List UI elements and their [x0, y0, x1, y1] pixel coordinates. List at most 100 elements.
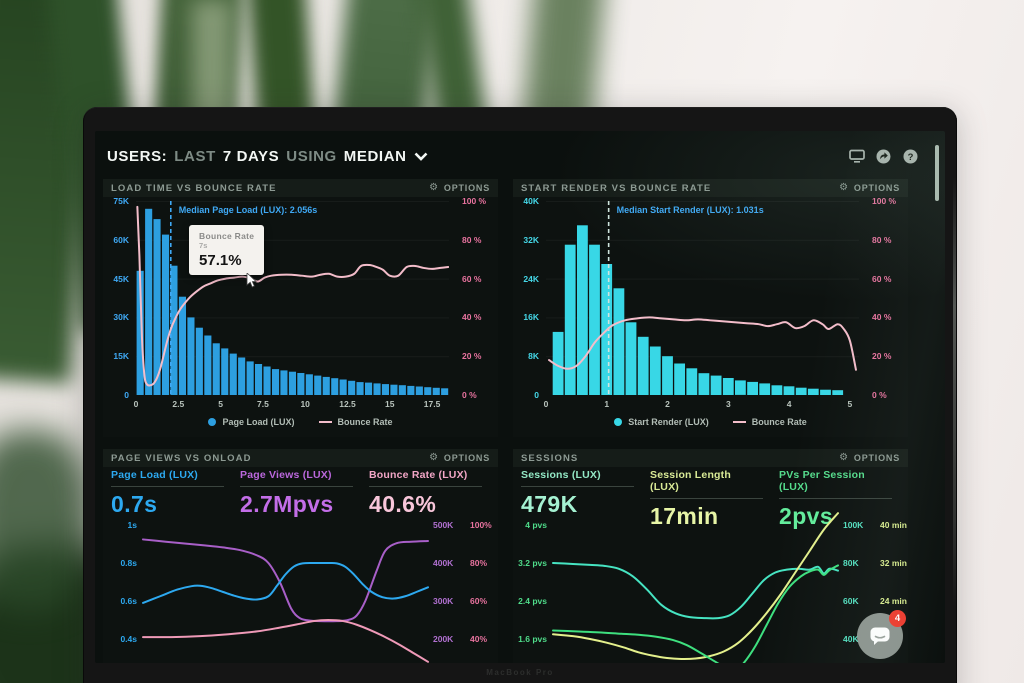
options-button[interactable]: ⚙ OPTIONS — [429, 183, 490, 194]
y-axis-label: 2.4 pvs — [518, 596, 547, 606]
y-axis-label: 1s — [127, 520, 137, 530]
laptop: USERS: LAST 7 DAYS USING MEDIAN — [83, 107, 957, 683]
plot-area[interactable] — [546, 201, 859, 395]
chevron-down-icon — [414, 152, 427, 161]
y-axis-label: 30K — [113, 312, 129, 323]
users-range-dropdown[interactable]: USERS: LAST 7 DAYS USING MEDIAN — [107, 148, 428, 165]
plot-area[interactable] — [552, 512, 839, 663]
legend: Page Load (LUX) Bounce Rate — [103, 417, 498, 427]
y-axis-left: 75K 60K 45K 30K 15K 0 — [103, 196, 133, 437]
panel-header: START RENDER VS BOUNCE RATE ⚙ OPTIONS — [513, 179, 908, 197]
y-axis-label: 80% — [470, 558, 488, 568]
y-axis-label: 15K — [113, 351, 129, 362]
y-axis-label: 40K — [843, 634, 859, 644]
legend-item: Bounce Rate — [732, 417, 807, 427]
metric: Bounce Rate (LUX) 40.6% — [369, 469, 498, 518]
y-axis-label: 40K — [523, 196, 539, 206]
y-axis-label: 24K — [523, 273, 539, 284]
y-axis-right: 100 % 80 % 60 % 40 % 20 % 0 % — [864, 196, 908, 437]
y-axis-left: 1s 0.8s 0.6s 0.4s — [103, 519, 141, 663]
options-label: OPTIONS — [443, 183, 490, 193]
chat-widget-button[interactable]: 4 — [857, 610, 906, 659]
y-axis-label: 80 % — [462, 234, 482, 245]
y-axis-label: 200K — [433, 634, 454, 644]
gear-icon: ⚙ — [429, 452, 439, 463]
median-annotation: Median Start Render (LUX): 1.031s — [616, 205, 764, 215]
y-axis-label: 100% — [470, 520, 492, 530]
legend-label: Bounce Rate — [751, 417, 807, 427]
metric-label: Page Views (LUX) — [240, 469, 332, 481]
x-tick-label: 3 — [725, 399, 731, 409]
x-axis: 0 1 2 3 4 5 — [513, 399, 908, 411]
metric-label: PVs Per Session (LUX) — [779, 469, 865, 493]
start-render-chart[interactable]: 40K 32K 24K 16K 8K 0 100 % 80 % 60 % 40 % 20 % 0 % 0… — [513, 196, 908, 437]
metric-underline — [650, 498, 763, 499]
metric: Page Load (LUX) 0.7s — [111, 469, 240, 518]
y-axis-label: 300K — [433, 596, 454, 606]
y-axis-left: 4 pvs 3.2 pvs 2.4 pvs 1.6 pvs — [513, 519, 551, 663]
load-time-chart[interactable]: 75K 60K 45K 30K 15K 0 100 % 80 % 60 % 40 % 20 % 0 %… — [103, 196, 498, 437]
panel-title: LOAD TIME VS BOUNCE RATE — [111, 182, 277, 194]
legend-item: Start Render (LUX) — [614, 417, 709, 427]
x-tick-label: 12.5 — [339, 399, 356, 409]
y-axis-label: 100K — [843, 520, 864, 530]
options-button[interactable]: ⚙ OPTIONS — [839, 453, 900, 464]
panel-title: PAGE VIEWS VS ONLOAD — [111, 452, 252, 464]
gear-icon: ⚙ — [839, 182, 849, 193]
y-axis-label: 100 % — [872, 196, 897, 206]
y-axis-label: 40 % — [462, 312, 482, 323]
y-axis-label: 4 pvs — [525, 520, 547, 530]
metric-value: 40.6% — [369, 491, 437, 517]
metric: Session Length (LUX) 17min — [650, 469, 779, 530]
y-axis-label: 400K — [433, 558, 454, 568]
header-icons: ? — [848, 148, 919, 165]
plant-leaf — [0, 430, 90, 610]
plot-area[interactable] — [142, 519, 429, 663]
median-annotation: Median Page Load (LUX): 2.056s — [178, 205, 318, 215]
legend-label: Bounce Rate — [337, 417, 393, 427]
legend-dot-icon — [208, 418, 217, 426]
x-tick-label: 10 — [300, 399, 310, 409]
metric-value: 17min — [650, 503, 719, 529]
metric: Page Views (LUX) 2.7Mpvs — [240, 469, 369, 518]
help-icon[interactable]: ? — [902, 148, 919, 165]
plot-area[interactable] — [136, 201, 449, 395]
y-axis-label: 75K — [113, 196, 129, 206]
y-axis-label: 0 — [534, 390, 539, 400]
options-button[interactable]: ⚙ OPTIONS — [429, 452, 490, 464]
x-tick-label: 15 — [385, 399, 395, 409]
x-tick-label: 4 — [786, 399, 792, 409]
title-median: MEDIAN — [343, 147, 407, 165]
page-views-chart[interactable]: 1s 0.8s 0.6s 0.4s 500K 400K 300K 200K 100% 80% 60%… — [103, 519, 498, 663]
chat-badge: 4 — [889, 610, 906, 627]
title-users: USERS: — [107, 147, 168, 165]
y-axis-label: 24 min — [880, 596, 907, 606]
metric-value: 479K — [521, 491, 578, 517]
legend-label: Page Load (LUX) — [222, 417, 295, 427]
metric-underline — [779, 498, 892, 499]
x-tick-label: 0 — [543, 399, 549, 409]
share-icon[interactable] — [875, 148, 892, 165]
y-axis-label: 20 % — [872, 351, 892, 362]
panel-title: START RENDER VS BOUNCE RATE — [521, 182, 712, 194]
y-axis-label: 20 % — [462, 351, 482, 362]
y-axis-label: 60% — [470, 596, 488, 606]
options-button[interactable]: ⚙ OPTIONS — [839, 182, 900, 194]
metric-label: Sessions (LUX) — [521, 469, 601, 481]
y-axis-label: 1.6 pvs — [518, 634, 547, 644]
legend: Start Render (LUX) Bounce Rate — [513, 417, 908, 427]
display-icon[interactable] — [848, 148, 865, 165]
sessions-chart[interactable]: 4 pvs 3.2 pvs 2.4 pvs 1.6 pvs 100K 80K 60K 40K 4… — [513, 512, 908, 663]
mouse-cursor-icon — [246, 272, 258, 293]
y-axis-label: 80K — [843, 558, 859, 568]
panel-load-time-vs-bounce-rate: LOAD TIME VS BOUNCE RATE ⚙ OPTIONS 75K 60… — [103, 179, 498, 437]
y-axis-label: 0.4s — [120, 634, 137, 644]
panel-header: SESSIONS ⚙ OPTIONS — [513, 449, 908, 467]
y-axis-label: 32K — [523, 234, 539, 245]
scrollbar[interactable] — [935, 145, 939, 201]
y-axis-label: 0.6s — [120, 596, 137, 606]
y-axis-label: 60K — [843, 596, 859, 606]
metric: Sessions (LUX) 479K — [521, 469, 650, 530]
hover-tooltip: Bounce Rate 7s 57.1% — [189, 225, 265, 275]
y-axis-label: 16K — [523, 312, 539, 323]
